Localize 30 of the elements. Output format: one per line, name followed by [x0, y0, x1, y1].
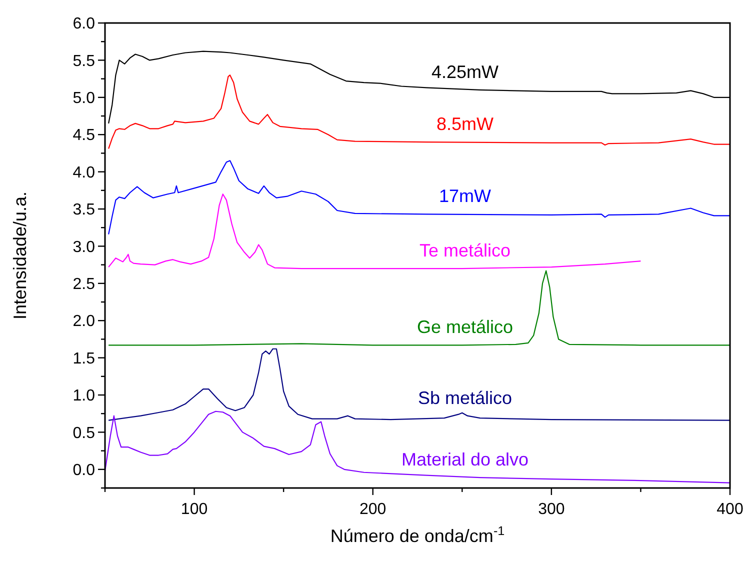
series-label: Ge metálico: [416, 317, 514, 338]
x-tick-label: 200: [360, 501, 386, 518]
line-series: [108, 270, 731, 346]
line-series: [108, 348, 731, 421]
y-tick-label: 3.0: [72, 238, 96, 256]
y-tick-label: 1.0: [72, 388, 96, 405]
line-series: [108, 160, 731, 235]
y-tick-label: 2.5: [72, 276, 96, 293]
y-tick-label: 0.5: [72, 424, 96, 442]
x-tick-label: 400: [716, 501, 744, 518]
series-label: Material do alvo: [401, 450, 529, 470]
y-tick-label: 0.0: [72, 462, 96, 479]
y-axis-title: Intensidade/u.a.: [10, 191, 30, 320]
y-tick-label: 5.0: [72, 90, 96, 107]
y-tick-label: 2.0: [72, 313, 96, 330]
x-tick-label: 100: [180, 501, 208, 518]
series-label: 4.25mW: [431, 62, 499, 82]
series-label: Te metálico: [419, 240, 511, 261]
y-tick-label: 4.0: [72, 164, 96, 182]
series-label: Sb metálico: [418, 388, 512, 408]
y-tick-label: 1.5: [72, 350, 96, 368]
y-tick-label: 6.0: [72, 16, 96, 33]
line-series: [104, 410, 731, 484]
x-axis-title: Número de onda/cm$^{-1}$: [330, 524, 505, 546]
series-label: 17mW: [438, 186, 492, 206]
x-tick-label: 300: [538, 501, 565, 518]
y-tick-label: 3.5: [72, 202, 96, 219]
series-label: 8.5mW: [436, 114, 494, 134]
y-tick-label: 4.5: [72, 127, 96, 144]
y-tick-label: 5.5: [72, 52, 96, 70]
